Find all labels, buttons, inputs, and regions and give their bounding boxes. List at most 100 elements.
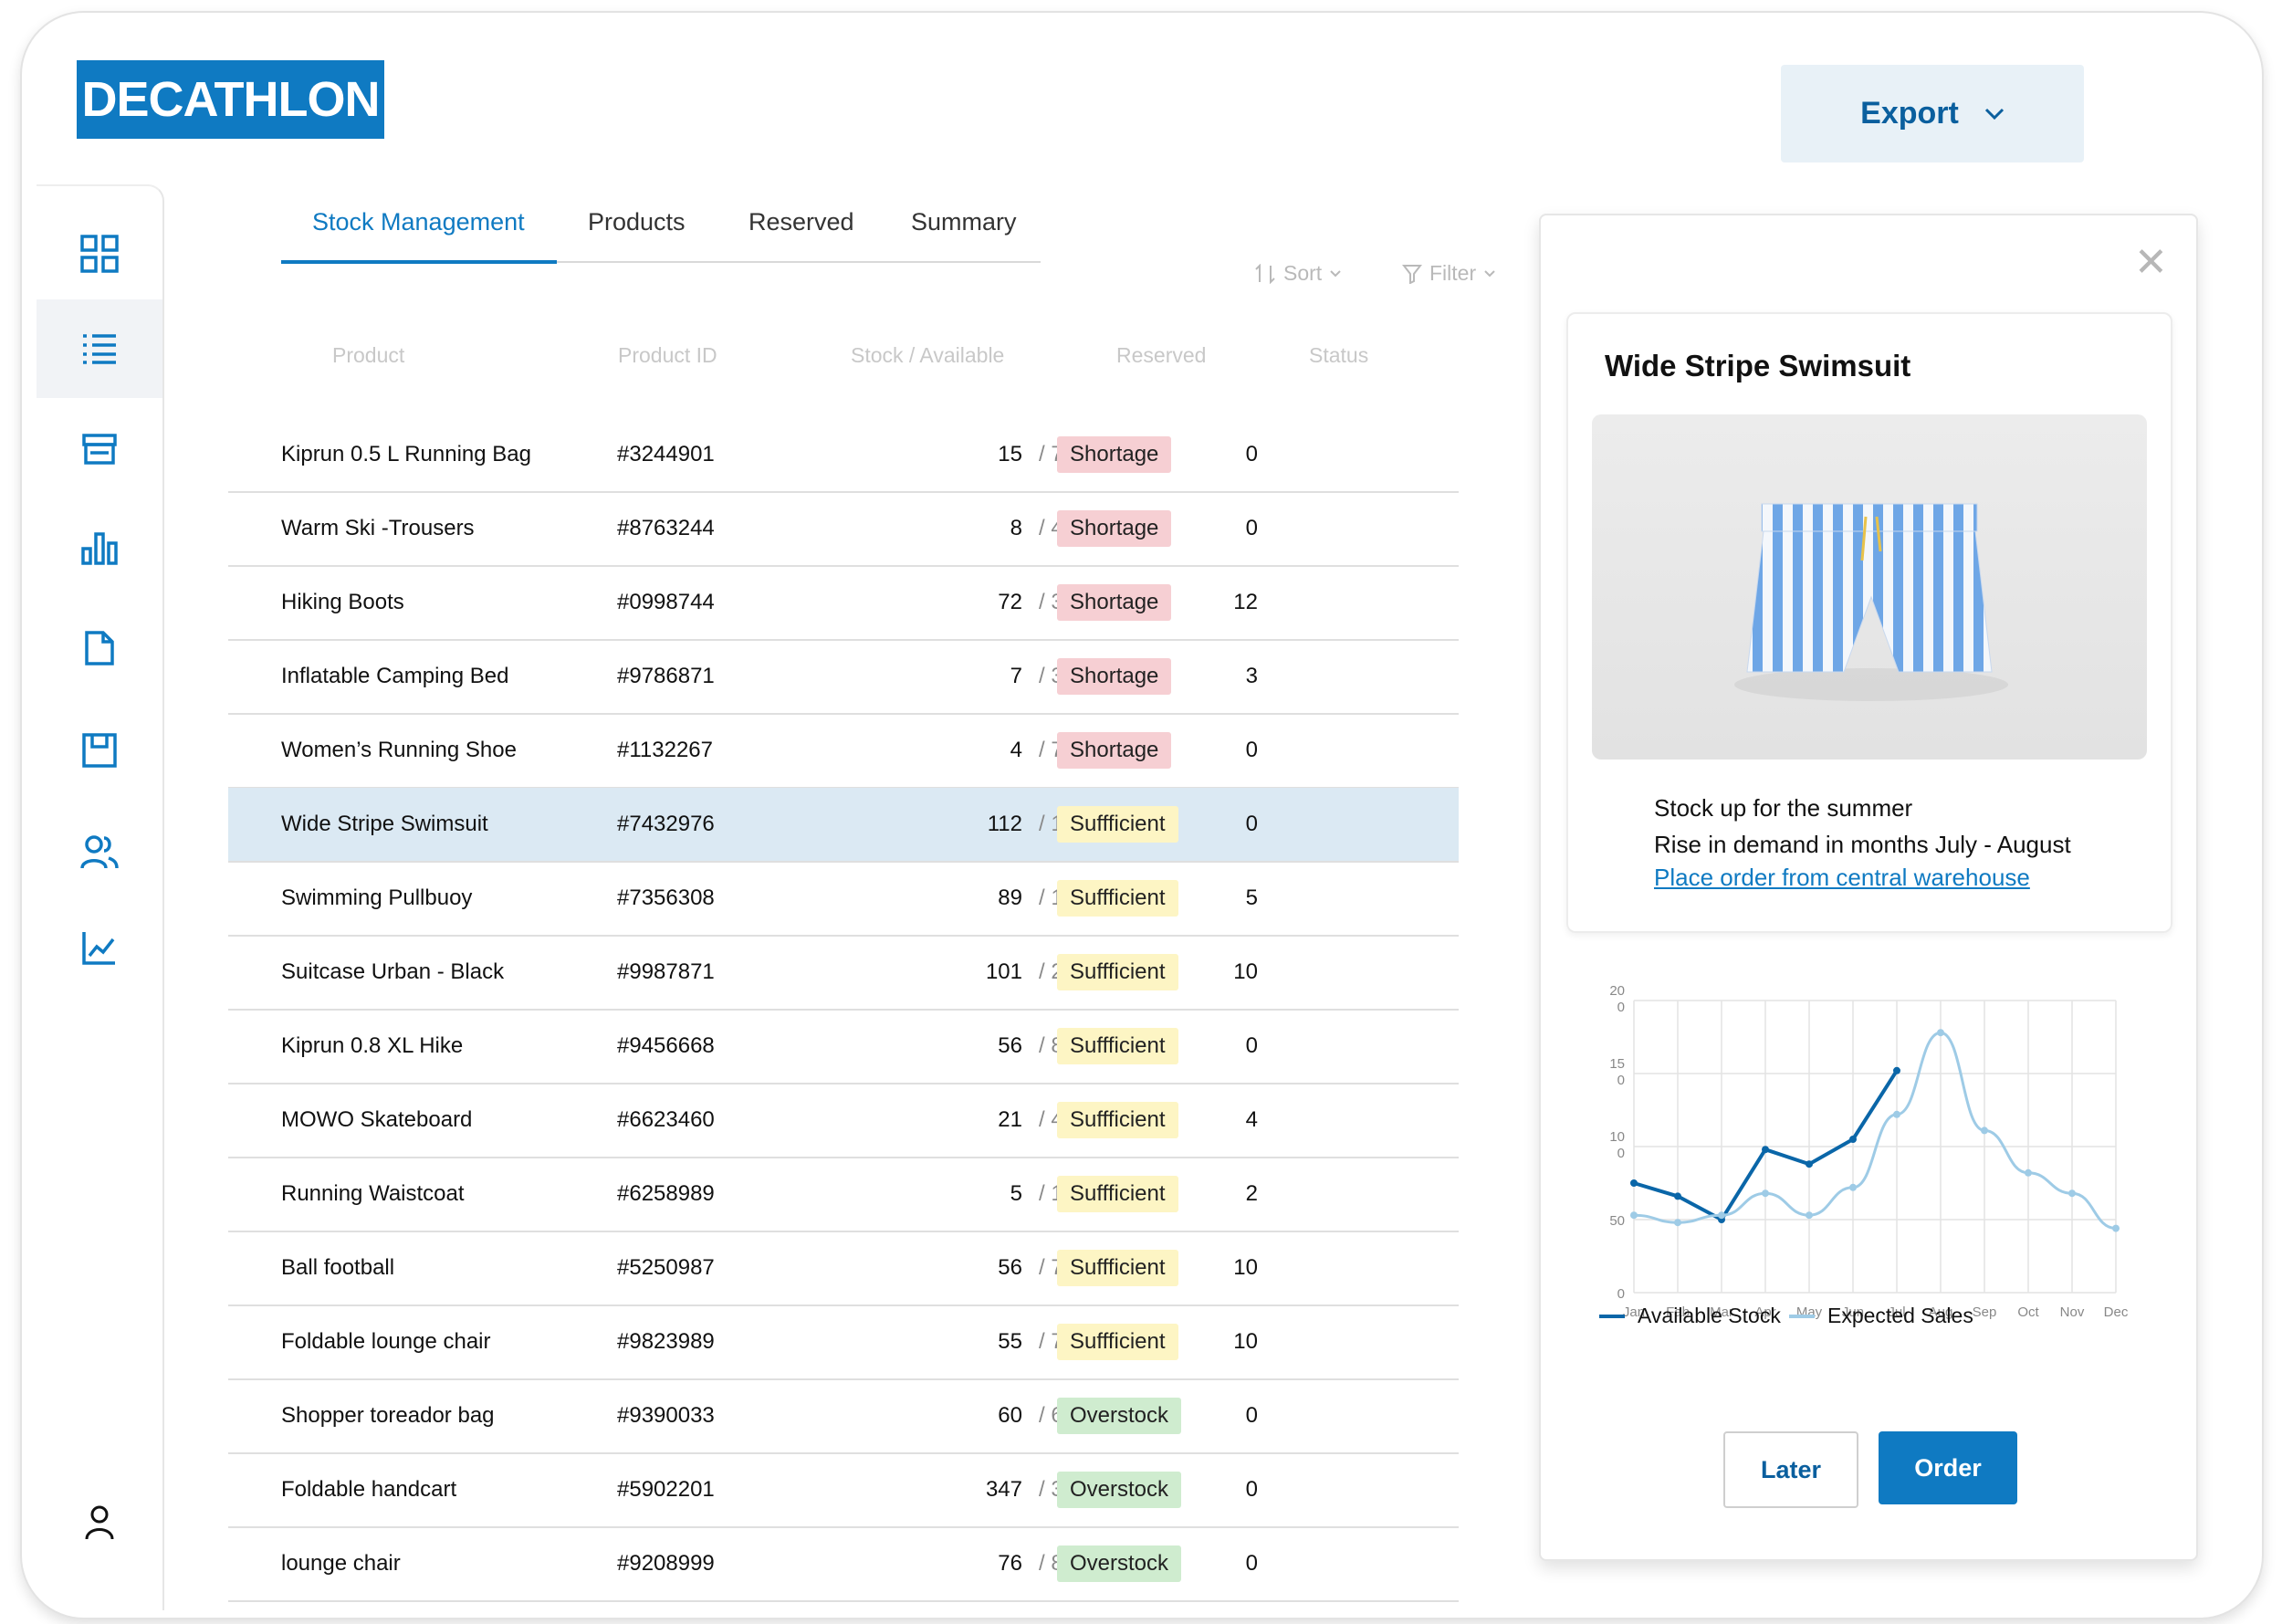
sidebar-item-account[interactable]	[37, 1473, 162, 1572]
reserved-value: 10	[1233, 1255, 1258, 1280]
reserved-value: 0	[1245, 516, 1258, 540]
recommendation-line-1: Stock up for the summer	[1654, 794, 1913, 822]
tab-products[interactable]: Products	[588, 208, 686, 236]
product-id: #8763244	[617, 516, 715, 540]
stock-value: 15	[998, 442, 1022, 466]
stock-value: 56	[998, 1255, 1022, 1280]
x-tick-label: Nov	[2060, 1304, 2085, 1320]
later-button[interactable]: Later	[1723, 1431, 1858, 1508]
sidebar-item-documents[interactable]	[37, 599, 162, 697]
column-header-reserved[interactable]: Reserved	[1116, 343, 1207, 367]
swim-shorts-image	[1734, 503, 2008, 701]
data-point	[1762, 1189, 1769, 1198]
status-badge: Suffficient	[1057, 1028, 1178, 1064]
legend-label-available: Available Stock	[1638, 1304, 1781, 1327]
product-id: #9456668	[617, 1033, 715, 1058]
chevron-down-icon	[1984, 108, 2004, 120]
legend-available-stock: Available Stock	[1599, 1304, 1781, 1328]
filter-button[interactable]: Filter	[1402, 261, 1496, 286]
reserved-value: 0	[1245, 1551, 1258, 1576]
product-id: #7432976	[617, 812, 715, 836]
data-point	[1674, 1219, 1681, 1227]
legend-swatch-available	[1599, 1314, 1625, 1318]
sidebar-item-users[interactable]	[37, 803, 162, 902]
sidebar-item-store[interactable]	[37, 400, 162, 498]
data-point	[1981, 1126, 1988, 1135]
column-header-product-id[interactable]: Product ID	[618, 343, 717, 367]
status-badge: Suffficient	[1057, 1250, 1178, 1286]
reserved-value: 3	[1245, 664, 1258, 688]
stock-value: 7	[1010, 664, 1022, 688]
tab-stock-management[interactable]: Stock Management	[312, 208, 525, 236]
central-warehouse-link[interactable]: Place order from central warehouse	[1654, 864, 2030, 891]
status-badge: Overstock	[1057, 1545, 1182, 1582]
line-chart-icon	[82, 932, 115, 965]
y-tick-label: 10 0	[1609, 1129, 1625, 1161]
stock-value: 5	[1010, 1181, 1022, 1206]
users-icon	[80, 835, 119, 869]
stock-value: 347	[985, 1477, 1022, 1502]
sidebar-item-reports[interactable]	[37, 898, 162, 997]
close-icon[interactable]: ✕	[2134, 240, 2168, 285]
stock-value: 55	[998, 1329, 1022, 1354]
status-badge: Suffficient	[1057, 880, 1178, 917]
legend-swatch-expected	[1789, 1314, 1815, 1318]
legend-expected-sales: Expected Sales	[1789, 1304, 1973, 1328]
stock-value: 89	[998, 885, 1022, 910]
status-badge: Shortage	[1057, 658, 1172, 695]
sort-button[interactable]: Sort	[1254, 261, 1342, 286]
stock-value: 8	[1010, 516, 1022, 540]
x-tick-label: Aug	[1929, 1304, 1953, 1320]
product-id: #9823989	[617, 1329, 715, 1354]
sidebar-item-list[interactable]	[37, 299, 162, 398]
x-tick-label: Apr	[1754, 1304, 1775, 1320]
tab-reserved[interactable]: Reserved	[748, 208, 854, 236]
recommendation-line-2: Rise in demand in months July - August	[1654, 831, 2071, 858]
sidebar	[37, 184, 164, 1610]
reserved-value: 0	[1245, 1033, 1258, 1058]
stock-value: 21	[998, 1107, 1022, 1132]
reserved-value: 2	[1245, 1181, 1258, 1206]
tab-summary[interactable]: Summary	[911, 208, 1017, 236]
product-name: Swimming Pullbuoy	[281, 885, 473, 910]
status-badge: Overstock	[1057, 1398, 1182, 1434]
reserved-value: 12	[1233, 590, 1258, 614]
data-point	[2112, 1224, 2120, 1232]
reserved-value: 10	[1233, 1329, 1258, 1354]
sidebar-item-dashboard[interactable]	[37, 204, 162, 303]
product-id: #5250987	[617, 1255, 715, 1280]
product-name: Ball football	[281, 1255, 395, 1280]
data-point	[1806, 1160, 1813, 1168]
sidebar-item-analytics[interactable]	[37, 498, 162, 597]
series-line-expected-sales	[1633, 1031, 2117, 1231]
column-header-product[interactable]: Product	[332, 343, 405, 367]
product-id: #9208999	[617, 1551, 715, 1576]
tab-bar: Stock Management Products Reserved Summa…	[281, 199, 1041, 264]
sidebar-item-saved[interactable]	[37, 701, 162, 800]
y-tick-label: 15 0	[1609, 1056, 1625, 1088]
status-badge: Overstock	[1057, 1472, 1182, 1508]
reserved-value: 0	[1245, 442, 1258, 466]
product-name: lounge chair	[281, 1551, 401, 1576]
order-button[interactable]: Order	[1879, 1431, 2017, 1504]
column-header-stock[interactable]: Stock / Available	[851, 343, 1005, 367]
column-header-status[interactable]: Status	[1309, 343, 1369, 367]
export-button[interactable]: Export	[1781, 65, 2084, 162]
data-point	[1674, 1192, 1681, 1200]
